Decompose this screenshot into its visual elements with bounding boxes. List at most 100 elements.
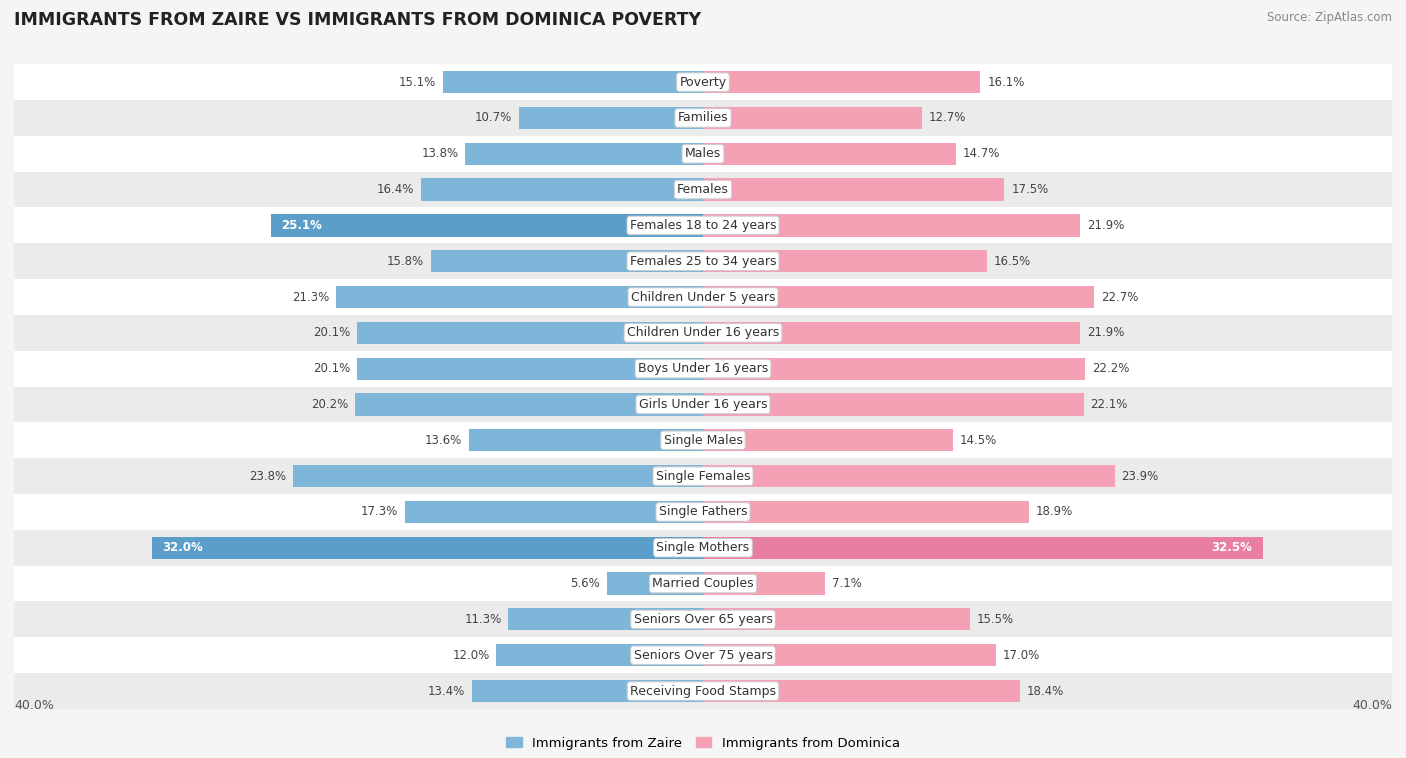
Bar (519, 107, 703, 129)
Bar (14, 351, 1392, 387)
Text: 16.4%: 16.4% (377, 183, 413, 196)
Text: Seniors Over 75 years: Seniors Over 75 years (634, 649, 772, 662)
Text: Boys Under 16 years: Boys Under 16 years (638, 362, 768, 375)
Bar (703, 644, 995, 666)
Text: 25.1%: 25.1% (281, 219, 322, 232)
Text: 5.6%: 5.6% (569, 577, 599, 590)
Text: 17.0%: 17.0% (1002, 649, 1040, 662)
Bar (703, 429, 953, 452)
Text: 23.8%: 23.8% (249, 470, 287, 483)
Text: Receiving Food Stamps: Receiving Food Stamps (630, 684, 776, 697)
Bar (703, 680, 1019, 702)
Bar (703, 71, 980, 93)
Bar (443, 71, 703, 93)
Text: 18.9%: 18.9% (1035, 506, 1073, 518)
Bar (14, 459, 1392, 494)
Text: 16.1%: 16.1% (987, 76, 1025, 89)
Text: 20.1%: 20.1% (312, 327, 350, 340)
Text: Children Under 16 years: Children Under 16 years (627, 327, 779, 340)
Bar (703, 143, 956, 165)
Bar (606, 572, 703, 595)
Text: 13.8%: 13.8% (422, 147, 458, 160)
Text: 20.2%: 20.2% (311, 398, 349, 411)
Text: 21.9%: 21.9% (1087, 219, 1125, 232)
Text: 20.1%: 20.1% (312, 362, 350, 375)
Bar (14, 530, 1392, 565)
Text: 22.2%: 22.2% (1092, 362, 1129, 375)
Text: 15.8%: 15.8% (387, 255, 425, 268)
Text: Poverty: Poverty (679, 76, 727, 89)
Bar (14, 64, 1392, 100)
Text: Girls Under 16 years: Girls Under 16 years (638, 398, 768, 411)
Text: 15.1%: 15.1% (399, 76, 436, 89)
Bar (405, 501, 703, 523)
Bar (703, 501, 1029, 523)
Bar (703, 321, 1080, 344)
Legend: Immigrants from Zaire, Immigrants from Dominica: Immigrants from Zaire, Immigrants from D… (501, 731, 905, 755)
Text: 14.5%: 14.5% (960, 434, 997, 446)
Text: Single Females: Single Females (655, 470, 751, 483)
Bar (271, 215, 703, 236)
Bar (472, 680, 703, 702)
Bar (14, 673, 1392, 709)
Bar (703, 358, 1085, 380)
Bar (14, 602, 1392, 637)
Bar (14, 387, 1392, 422)
Text: 40.0%: 40.0% (1353, 699, 1392, 712)
Text: Seniors Over 65 years: Seniors Over 65 years (634, 613, 772, 626)
Bar (465, 143, 703, 165)
Text: 32.5%: 32.5% (1212, 541, 1253, 554)
Bar (152, 537, 703, 559)
Text: Females 18 to 24 years: Females 18 to 24 years (630, 219, 776, 232)
Bar (14, 171, 1392, 208)
Bar (703, 393, 1084, 415)
Bar (703, 250, 987, 272)
Text: Single Mothers: Single Mothers (657, 541, 749, 554)
Text: Males: Males (685, 147, 721, 160)
Bar (703, 286, 1094, 309)
Bar (509, 608, 703, 631)
Text: 7.1%: 7.1% (832, 577, 862, 590)
Text: 21.9%: 21.9% (1087, 327, 1125, 340)
Text: 32.0%: 32.0% (162, 541, 202, 554)
Bar (14, 565, 1392, 602)
Bar (292, 465, 703, 487)
Text: 17.5%: 17.5% (1011, 183, 1049, 196)
Bar (14, 315, 1392, 351)
Text: 17.3%: 17.3% (361, 506, 398, 518)
Text: Families: Families (678, 111, 728, 124)
Bar (496, 644, 703, 666)
Bar (14, 100, 1392, 136)
Text: Source: ZipAtlas.com: Source: ZipAtlas.com (1267, 11, 1392, 24)
Bar (14, 279, 1392, 315)
Text: Married Couples: Married Couples (652, 577, 754, 590)
Text: 40.0%: 40.0% (14, 699, 53, 712)
Text: 11.3%: 11.3% (464, 613, 502, 626)
Bar (468, 429, 703, 452)
Bar (703, 107, 922, 129)
Text: 12.0%: 12.0% (453, 649, 489, 662)
Bar (703, 608, 970, 631)
Bar (703, 572, 825, 595)
Text: Females 25 to 34 years: Females 25 to 34 years (630, 255, 776, 268)
Text: 14.7%: 14.7% (963, 147, 1001, 160)
Bar (336, 286, 703, 309)
Bar (14, 243, 1392, 279)
Bar (14, 422, 1392, 459)
Bar (14, 208, 1392, 243)
Text: 21.3%: 21.3% (292, 290, 329, 303)
Bar (430, 250, 703, 272)
Bar (14, 494, 1392, 530)
Bar (357, 321, 703, 344)
Text: 22.1%: 22.1% (1091, 398, 1128, 411)
Text: 18.4%: 18.4% (1026, 684, 1064, 697)
Text: 12.7%: 12.7% (928, 111, 966, 124)
Text: 13.4%: 13.4% (427, 684, 465, 697)
Text: 15.5%: 15.5% (977, 613, 1014, 626)
Bar (356, 393, 703, 415)
Text: IMMIGRANTS FROM ZAIRE VS IMMIGRANTS FROM DOMINICA POVERTY: IMMIGRANTS FROM ZAIRE VS IMMIGRANTS FROM… (14, 11, 702, 30)
Text: 23.9%: 23.9% (1122, 470, 1159, 483)
Text: 13.6%: 13.6% (425, 434, 461, 446)
Text: Children Under 5 years: Children Under 5 years (631, 290, 775, 303)
Text: 22.7%: 22.7% (1101, 290, 1139, 303)
